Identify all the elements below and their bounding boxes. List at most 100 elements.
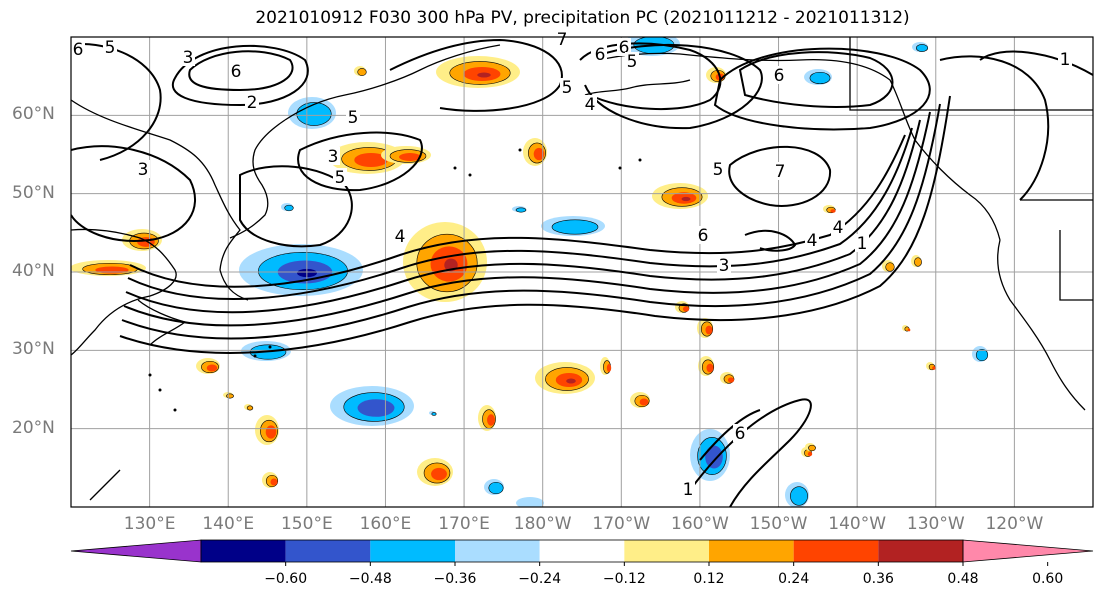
pv-contour-line bbox=[297, 131, 423, 192]
island-dot bbox=[518, 148, 522, 152]
coastline-segment bbox=[71, 228, 177, 356]
lon-label: 170°W bbox=[592, 514, 651, 534]
precip-positive-blob bbox=[262, 472, 279, 488]
contour-label-bg bbox=[346, 108, 360, 126]
precip-positive-blob bbox=[698, 356, 715, 376]
contour-label-bg bbox=[103, 38, 117, 56]
lon-label: 140°W bbox=[828, 514, 887, 534]
contour-label-bg bbox=[560, 78, 574, 96]
island-dot bbox=[618, 166, 622, 170]
precip-positive-blob bbox=[697, 318, 714, 338]
contour-label-bg bbox=[326, 147, 340, 165]
coastline-segment bbox=[89, 469, 121, 501]
contour-label: 3 bbox=[183, 48, 194, 68]
contour-label-bg bbox=[617, 38, 631, 56]
pv-contour-line bbox=[738, 51, 894, 108]
contour-labels: 65362534537656456764314561176 bbox=[71, 30, 1072, 500]
lon-label: 120°W bbox=[985, 514, 1044, 534]
colorbar-tick-label: 0.24 bbox=[778, 571, 810, 587]
precip-positive-blob bbox=[535, 362, 595, 394]
colorbar-extend-low bbox=[70, 539, 202, 563]
precip-negative-blob bbox=[330, 386, 414, 426]
contour-label-bg bbox=[805, 231, 819, 249]
contour-label: 3 bbox=[138, 160, 149, 180]
coastline-segment bbox=[849, 37, 1093, 111]
precip-positive-blob bbox=[630, 392, 650, 408]
contour-label: 1 bbox=[683, 480, 694, 500]
lon-label: 130°W bbox=[906, 514, 965, 534]
precip-positive-blob bbox=[652, 183, 708, 209]
island-dot bbox=[268, 345, 272, 349]
contour-label: 7 bbox=[557, 30, 568, 50]
contour-label-bg bbox=[1058, 50, 1072, 68]
chart-title: 2021010912 F030 300 hPa PV, precipitatio… bbox=[255, 8, 910, 28]
precip-negative-blob bbox=[972, 346, 989, 362]
contour-label-bg bbox=[711, 160, 725, 178]
colorbar-segment bbox=[201, 540, 286, 562]
lat-label: 50°N bbox=[12, 182, 55, 203]
contour-label: 6 bbox=[231, 62, 242, 82]
lon-label: 170°E bbox=[438, 514, 490, 534]
contour-label-bg bbox=[855, 234, 869, 252]
colorbar-segment bbox=[878, 540, 963, 562]
pv-contour-line bbox=[744, 229, 797, 252]
contour-label: 1 bbox=[857, 234, 868, 254]
contour-label: 2 bbox=[247, 93, 258, 113]
contour-label: 5 bbox=[335, 168, 346, 188]
contour-label-bg bbox=[583, 95, 597, 113]
precip-positive-blob bbox=[882, 260, 895, 272]
contour-label-bg bbox=[772, 66, 786, 84]
colorbar-segment bbox=[624, 540, 709, 562]
contour-label-bg bbox=[625, 52, 639, 70]
contour-label-bg bbox=[136, 160, 150, 178]
island-dot bbox=[158, 388, 162, 392]
coastline-segment bbox=[229, 119, 286, 239]
colorbar-tick-label: 0.48 bbox=[947, 571, 979, 587]
contour-label: 4 bbox=[833, 218, 844, 238]
pv-contour-line bbox=[939, 55, 1050, 201]
pv-contour-line bbox=[389, 38, 563, 112]
colorbar bbox=[70, 539, 1094, 566]
coastlines bbox=[71, 37, 1093, 501]
colorbar-tick-label: −0.24 bbox=[518, 571, 562, 587]
colorbar-tick-label: 0.60 bbox=[1032, 571, 1064, 587]
contour-label: 5 bbox=[348, 108, 359, 128]
coastline-segment bbox=[1059, 230, 1093, 301]
precip-positive-blob bbox=[805, 443, 816, 452]
colorbar-segment bbox=[539, 540, 625, 562]
contour-label-bg bbox=[681, 480, 695, 498]
contour-label: 4 bbox=[395, 227, 406, 247]
colorbar-tick-label: 0.36 bbox=[862, 571, 894, 587]
precip-positive-blob bbox=[417, 458, 453, 486]
contour-label: 5 bbox=[713, 160, 724, 180]
pv-contour-line bbox=[979, 50, 1093, 76]
pv-contour-line bbox=[172, 44, 309, 107]
precip-negative-blob bbox=[912, 42, 929, 52]
colorbar-segment bbox=[793, 540, 879, 562]
pv-contour-line bbox=[239, 165, 353, 248]
contour-label: 6 bbox=[735, 424, 746, 444]
contour-label-bg bbox=[717, 256, 731, 274]
lon-label: 180°W bbox=[513, 514, 572, 534]
pv-contour-line bbox=[127, 127, 913, 301]
contour-label: 4 bbox=[807, 231, 818, 251]
island-dot bbox=[453, 166, 457, 170]
contour-label: 1 bbox=[1060, 50, 1071, 70]
colorbar-segment bbox=[455, 540, 540, 562]
island-dot bbox=[173, 408, 177, 412]
contour-label-bg bbox=[181, 48, 195, 66]
precip-negative-blob bbox=[281, 203, 294, 212]
precip-positive-blob bbox=[196, 358, 220, 374]
precip-positive-blob bbox=[902, 325, 911, 332]
lon-label: 160°W bbox=[671, 514, 729, 534]
pv-contour-line bbox=[119, 95, 951, 354]
pv-contour-line bbox=[121, 103, 941, 340]
contour-label-bg bbox=[733, 424, 747, 442]
map-frame bbox=[70, 36, 1094, 508]
graticule bbox=[71, 37, 1093, 507]
precip-negative-blob bbox=[785, 482, 809, 507]
precip-positive-blob bbox=[720, 372, 735, 384]
contour-label-bg bbox=[393, 227, 407, 245]
contour-label-bg bbox=[773, 162, 787, 180]
